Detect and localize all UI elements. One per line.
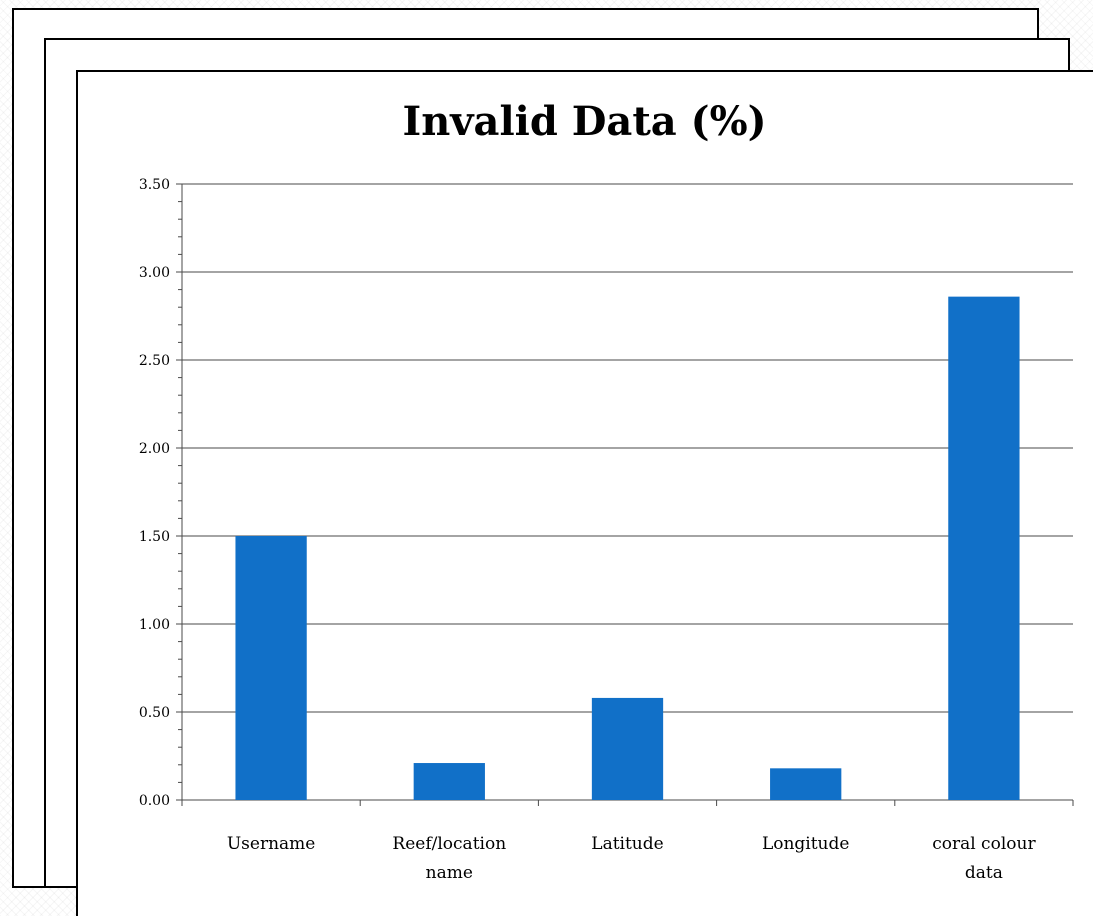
x-category-label: Longitude (762, 834, 850, 854)
bar (770, 768, 842, 800)
bar (413, 763, 485, 800)
x-category-label: coral colour (932, 834, 1036, 854)
x-category-label: Reef/location (392, 834, 506, 854)
x-category-label: name (426, 863, 473, 883)
x-category-label: data (965, 863, 1003, 883)
bar (235, 536, 307, 800)
x-category-label: Username (227, 834, 316, 854)
y-tick-label: 0.00 (139, 793, 170, 809)
bar (591, 697, 664, 800)
x-category-label: Latitude (591, 834, 663, 854)
y-tick-label: 1.00 (139, 617, 170, 633)
bar (948, 296, 1020, 800)
y-tick-label: 2.50 (139, 353, 170, 369)
y-tick-label: 3.00 (139, 265, 170, 281)
y-tick-label: 3.50 (139, 177, 170, 193)
y-tick-label: 2.00 (139, 441, 170, 457)
chart-title: Invalid Data (%) (402, 98, 767, 145)
y-tick-label: 0.50 (139, 705, 170, 721)
y-tick-label: 1.50 (139, 529, 170, 545)
